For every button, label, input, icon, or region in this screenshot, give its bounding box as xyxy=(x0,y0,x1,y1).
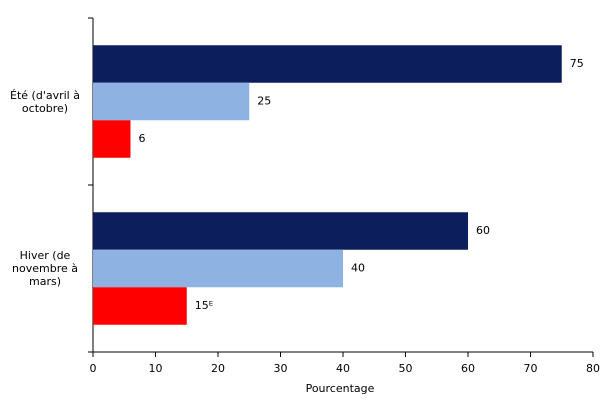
bar xyxy=(93,212,468,250)
value-label: 25 xyxy=(257,95,271,108)
bar xyxy=(93,82,250,121)
x-tick-label: 80 xyxy=(586,362,600,375)
bar xyxy=(93,45,562,83)
x-tick-label: 20 xyxy=(211,362,225,375)
value-label: 75 xyxy=(570,57,584,70)
value-label: 40 xyxy=(351,262,365,275)
bar xyxy=(93,249,343,288)
value-label: 6 xyxy=(139,132,146,145)
x-tick-label: 30 xyxy=(274,362,288,375)
bar xyxy=(93,120,131,158)
x-tick-label: 0 xyxy=(90,362,97,375)
value-label: 15ᴱ xyxy=(195,299,213,312)
x-axis-label: Pourcentage xyxy=(306,382,375,395)
bar xyxy=(93,287,187,325)
category-label: Été (d'avril à octobre) xyxy=(10,88,80,115)
x-tick-label: 40 xyxy=(336,362,350,375)
x-tick-label: 50 xyxy=(399,362,413,375)
category-label: Hiver (de novembre à mars) xyxy=(12,249,78,288)
x-tick-label: 70 xyxy=(524,362,538,375)
x-tick-label: 60 xyxy=(461,362,475,375)
value-label: 60 xyxy=(476,224,490,237)
x-tick-label: 10 xyxy=(149,362,163,375)
